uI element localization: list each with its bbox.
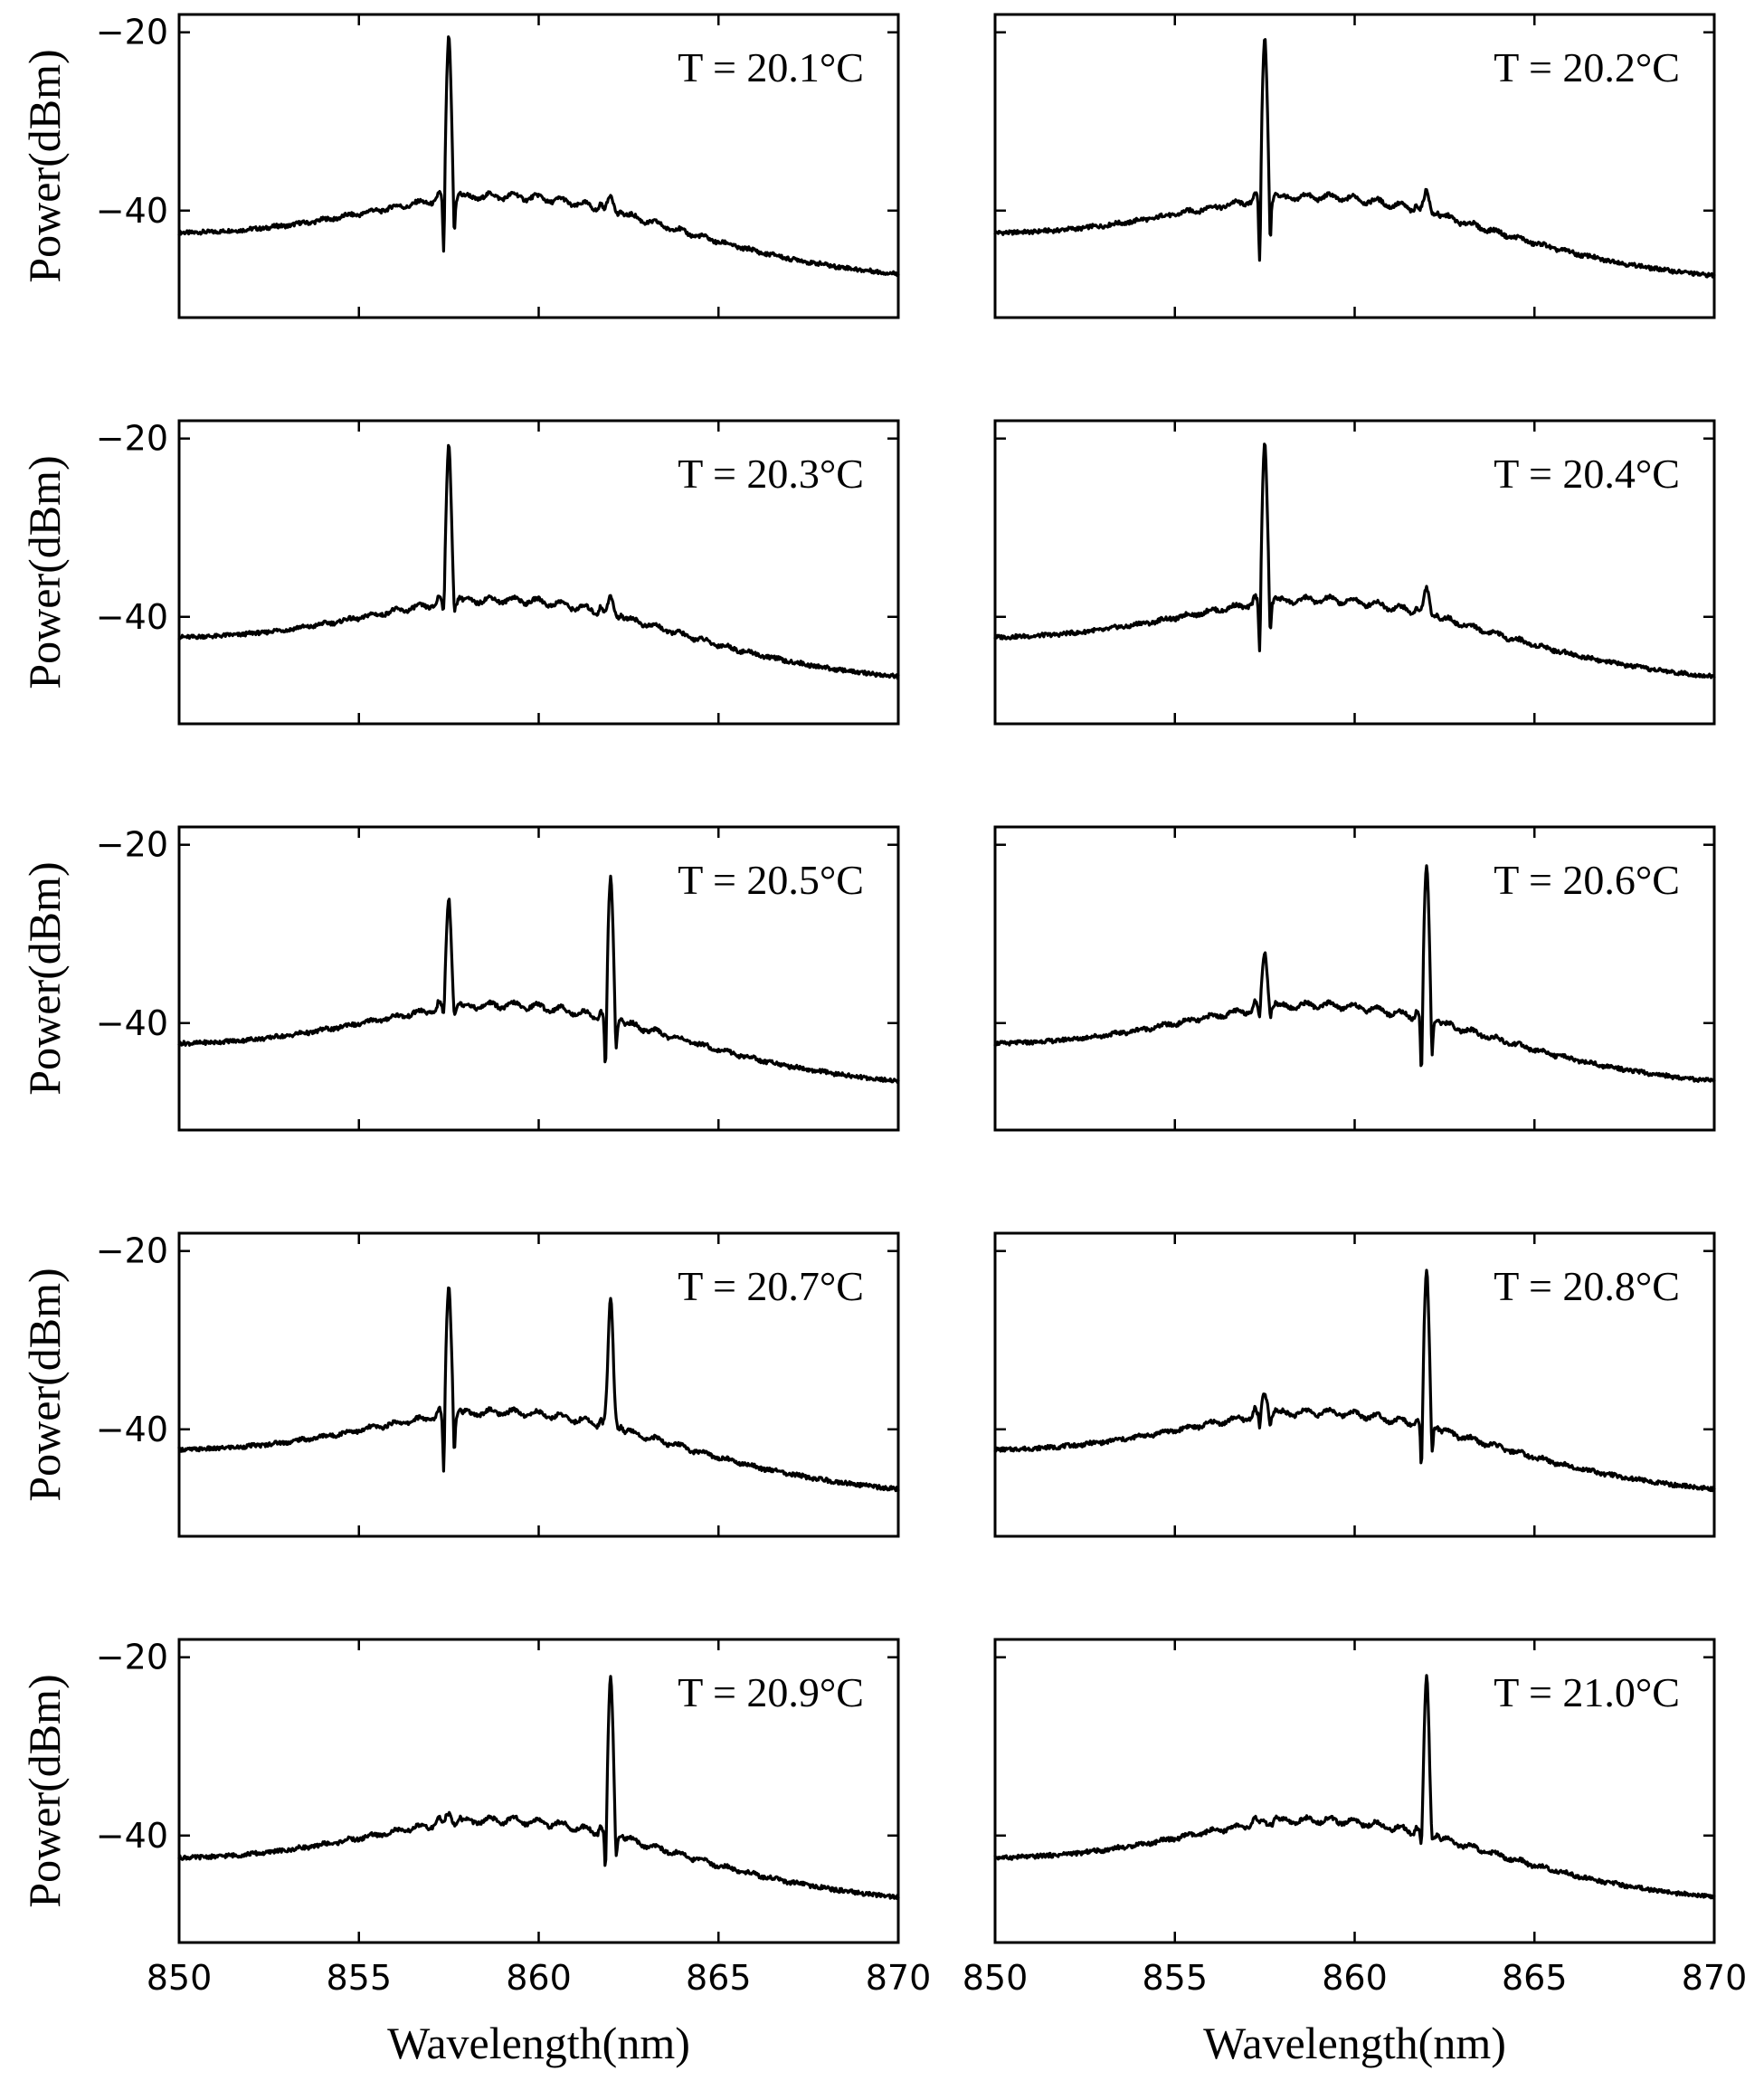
- spectrum-trace: [993, 442, 1716, 679]
- y-axis-title: Power(dBm): [19, 49, 70, 282]
- spectrum-trace: [993, 1268, 1716, 1493]
- spectrum-trace: [177, 443, 900, 680]
- spectrum-trace: [993, 38, 1716, 279]
- x-tick-label: 870: [866, 1958, 932, 1998]
- temperature-label: T = 20.4°C: [1494, 451, 1680, 497]
- y-tick-label: −40: [96, 1003, 168, 1043]
- y-tick-label: −40: [96, 1816, 168, 1856]
- x-tick-label: 870: [1682, 1958, 1748, 1998]
- temperature-label: T = 20.6°C: [1494, 857, 1680, 903]
- panel-1: −20 −40 T = 20.1°C Power(dBm): [19, 13, 900, 319]
- panel-2: T = 20.2°C: [993, 13, 1716, 319]
- x-tick-label: 860: [1322, 1958, 1388, 1998]
- spectrum-trace: [177, 1675, 900, 1900]
- x-tick-label: 865: [1502, 1958, 1568, 1998]
- y-tick-label: −20: [96, 1638, 168, 1677]
- y-axis-title: Power(dBm): [19, 455, 70, 689]
- y-tick-label: −40: [96, 1410, 168, 1449]
- panel-8: T = 20.8°C: [993, 1231, 1716, 1538]
- x-tick-label: 860: [506, 1958, 572, 1998]
- x-tick-label: 865: [686, 1958, 752, 1998]
- temperature-label: T = 20.9°C: [678, 1669, 864, 1715]
- temperature-label: T = 20.7°C: [678, 1263, 864, 1309]
- x-tick-label: 855: [326, 1958, 392, 1998]
- y-tick-label: −40: [96, 597, 168, 637]
- y-tick-label: −20: [96, 13, 168, 52]
- spectrum-trace: [993, 1674, 1716, 1900]
- x-tick-label: 850: [963, 1958, 1029, 1998]
- y-tick-label: −20: [96, 825, 168, 865]
- temperature-label: T = 20.1°C: [678, 44, 864, 90]
- y-tick-label: −40: [96, 191, 168, 231]
- x-axis-title: Wavelength(nm): [387, 2018, 690, 2068]
- y-axis-title: Power(dBm): [19, 1268, 70, 1501]
- panel-9: 850 855 860 865 870 −20 −40 T = 20.9°C Power(dBm…: [19, 1638, 931, 2068]
- x-axis-title: Wavelength(nm): [1203, 2018, 1506, 2068]
- spectrum-trace: [993, 864, 1716, 1083]
- temperature-label: T = 20.8°C: [1494, 1263, 1680, 1309]
- panel-4: T = 20.4°C: [993, 419, 1716, 726]
- temperature-label: T = 20.2°C: [1494, 44, 1680, 90]
- spectrum-trace: [177, 35, 900, 278]
- panel-10: 850 855 860 865 870 T = 21.0°C Wavelength(nm): [963, 1638, 1748, 2068]
- spectrum-trace: [177, 1286, 900, 1493]
- x-tick-label: 855: [1142, 1958, 1208, 1998]
- panel-5: −20 −40 T = 20.5°C Power(dBm): [19, 825, 900, 1132]
- y-tick-label: −20: [96, 1231, 168, 1271]
- panel-6: T = 20.6°C: [993, 825, 1716, 1132]
- y-axis-title: Power(dBm): [19, 1674, 70, 1907]
- spectrum-trace: [177, 874, 900, 1085]
- y-tick-label: −20: [96, 419, 168, 459]
- x-tick-label: 850: [147, 1958, 213, 1998]
- temperature-label: T = 20.5°C: [678, 857, 864, 903]
- panel-7: −20 −40 T = 20.7°C Power(dBm): [19, 1231, 900, 1538]
- temperature-label: T = 20.3°C: [678, 451, 864, 497]
- temperature-label: T = 21.0°C: [1494, 1669, 1680, 1715]
- y-axis-title: Power(dBm): [19, 861, 70, 1095]
- panel-3: −20 −40 T = 20.3°C Power(dBm): [19, 419, 900, 726]
